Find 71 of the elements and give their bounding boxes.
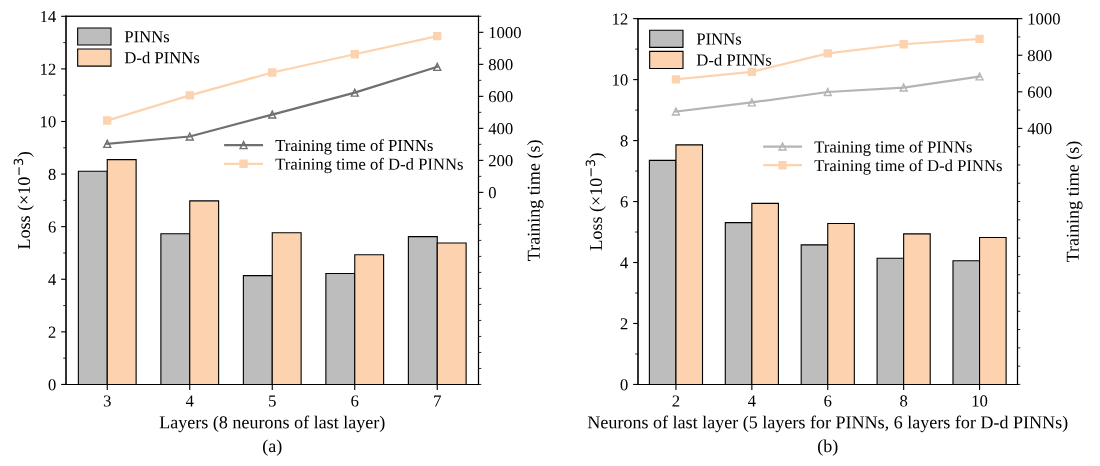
point bbox=[975, 34, 984, 44]
y-tick-label: 6 bbox=[620, 196, 628, 208]
y-tick-label: 0 bbox=[620, 379, 628, 391]
point bbox=[103, 116, 112, 125]
point bbox=[433, 62, 442, 72]
y2-tick-label: 200 bbox=[488, 155, 513, 167]
point bbox=[268, 110, 277, 119]
y2-tick-label: 400 bbox=[488, 123, 513, 135]
text: (a) bbox=[263, 439, 282, 456]
y-tick-label: 2 bbox=[620, 318, 628, 330]
y2-axis-title: Training time (s) bbox=[1066, 141, 1083, 263]
y-tick-label: 10 bbox=[41, 116, 56, 128]
x-axis-title: Layers (8 neurons of last layer) bbox=[159, 415, 385, 433]
x-tick-label: 6 bbox=[824, 395, 832, 407]
legend-label: Training time of D-d PINNs bbox=[814, 159, 1002, 175]
point bbox=[185, 132, 194, 141]
y-tick-label: 12 bbox=[613, 13, 628, 25]
x-tick-label: 6 bbox=[351, 395, 359, 407]
legend-label: PINNs bbox=[696, 33, 742, 45]
point bbox=[671, 75, 681, 84]
x-tick-label: 10 bbox=[972, 395, 988, 407]
point bbox=[899, 40, 908, 49]
y-tick-label: 8 bbox=[620, 135, 628, 147]
y2-tick-label: 800 bbox=[1027, 49, 1052, 62]
y2-tick-label: 0 bbox=[488, 187, 496, 199]
x-tick-label: 4 bbox=[748, 395, 756, 407]
y2-tick-label: 800 bbox=[488, 59, 513, 71]
y2-tick-label: 400 bbox=[1027, 123, 1052, 135]
point bbox=[975, 72, 984, 81]
y2-tick-label: 1000 bbox=[489, 27, 521, 39]
y2-tick-label: 1000 bbox=[1028, 13, 1060, 25]
point bbox=[823, 49, 832, 58]
y-tick-label: 12 bbox=[41, 63, 56, 75]
y-tick-label: 6 bbox=[48, 221, 56, 233]
x-tick-label: 3 bbox=[103, 395, 111, 407]
y-tick-label: 4 bbox=[620, 257, 629, 269]
y-tick-label: 10 bbox=[613, 74, 628, 86]
legend-label: D-d PINNs bbox=[696, 53, 772, 66]
point bbox=[823, 87, 832, 97]
y-tick-label: 0 bbox=[48, 379, 56, 391]
y2-tick-label: 600 bbox=[1027, 86, 1052, 98]
legend-label: Training time of D-d PINNs bbox=[275, 157, 463, 174]
point bbox=[747, 67, 757, 77]
point bbox=[268, 68, 277, 77]
x-tick-label: 2 bbox=[672, 395, 680, 407]
point bbox=[350, 88, 359, 97]
point bbox=[350, 50, 359, 59]
y-tick-label: 14 bbox=[41, 11, 57, 23]
point bbox=[185, 91, 194, 100]
x-tick-label: 8 bbox=[900, 395, 908, 407]
point bbox=[899, 83, 908, 92]
y-tick-label: 2 bbox=[48, 326, 56, 338]
y-axis-title: Loss (×10$^{−3}$) bbox=[585, 153, 606, 251]
x-tick-label: 5 bbox=[269, 395, 276, 407]
text: (b) bbox=[818, 439, 838, 456]
y2-tick-label: 600 bbox=[488, 91, 513, 103]
point bbox=[103, 139, 112, 149]
legend-label: PINNs bbox=[124, 31, 170, 43]
x-tick-label: 7 bbox=[434, 395, 441, 407]
legend-label: D-d PINNs bbox=[124, 51, 200, 64]
x-tick-label: 4 bbox=[185, 395, 194, 407]
legend-label: Training time of PINNs bbox=[275, 139, 433, 155]
point bbox=[671, 107, 681, 116]
point bbox=[433, 31, 442, 41]
point bbox=[747, 98, 757, 107]
legend-label: Training time of PINNs bbox=[814, 140, 972, 156]
x-axis-title: Neurons of last layer (5 layers for PINNs, 6 layers for D-d PINNs) bbox=[587, 415, 1068, 433]
y-tick-label: 4 bbox=[48, 274, 57, 286]
y-tick-label: 8 bbox=[48, 168, 56, 181]
y-axis-title: Loss (×10$^{−3}$) bbox=[13, 152, 34, 249]
y2-axis-title: Training time (s) bbox=[527, 140, 544, 261]
